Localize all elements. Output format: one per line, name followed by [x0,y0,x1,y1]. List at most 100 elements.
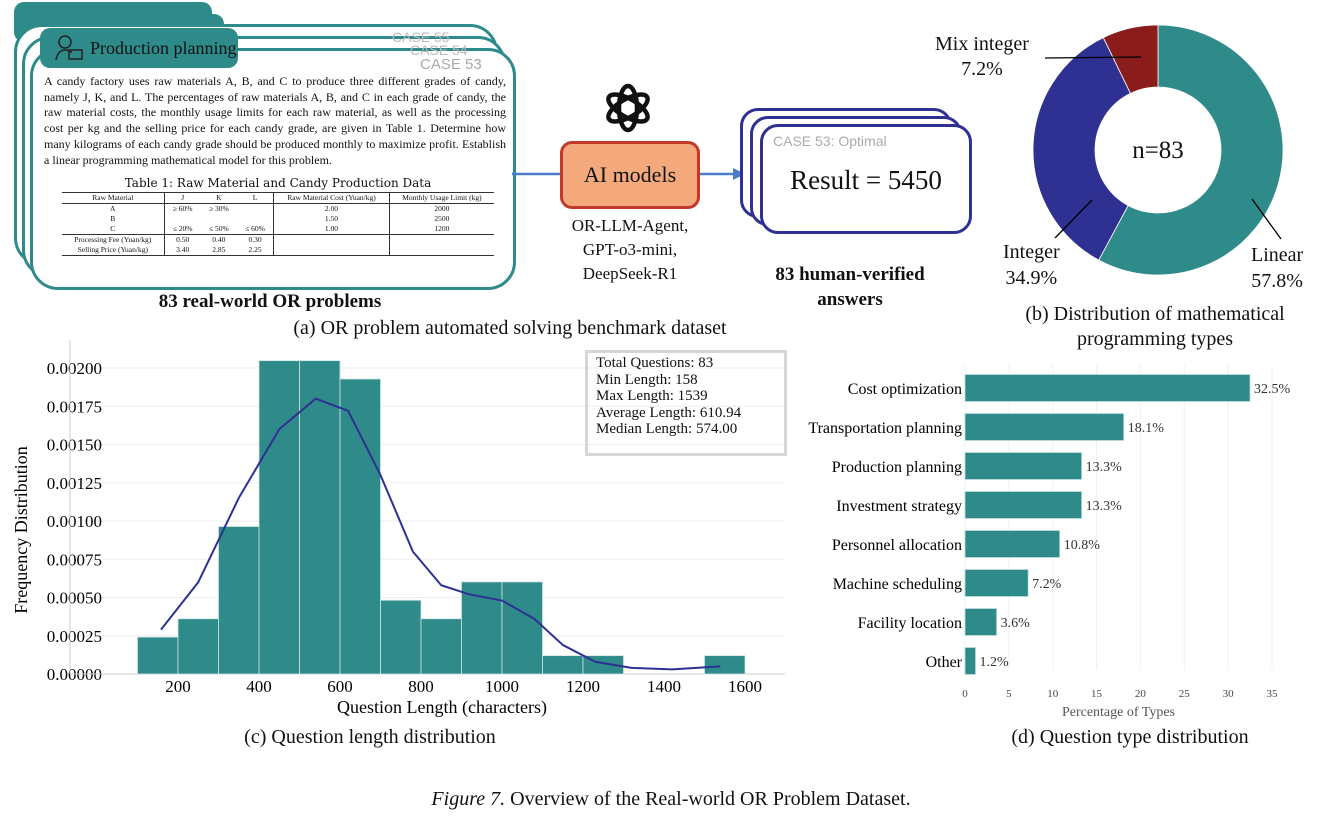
histogram-chart: 0.000000.000250.000500.000750.001000.001… [11,340,785,718]
answers-line: answers [817,289,883,310]
histogram-bar [177,618,219,675]
table-cell: ≤ 20% [163,224,201,235]
slice-name: Mix integer [935,33,1029,55]
legend-linear: Linear 57.8% [1251,242,1303,294]
table-cell [163,214,201,224]
leader-line [1044,56,1142,59]
value-label: 13.3% [1086,499,1123,514]
legend-mix-integer: Mix integer 7.2% [935,32,1029,82]
model-list: OR-LLM-Agent, GPT-o3-mini, DeepSeek-R1 [545,214,715,286]
table-header: J [163,192,201,204]
category-label: Transportation planning [808,420,962,437]
histogram-bar [704,655,746,675]
histogram-bar [137,636,179,675]
table-cell: ≥ 60% [163,203,201,214]
x-tick-label: 25 [1179,688,1191,700]
table-header: L [252,193,258,202]
data-table: Raw Material J K L Raw Material Cost (Yuan/k… [62,192,494,256]
caption-c: (c) Question length distribution [244,726,496,748]
answers-line: 83 human-verified [775,264,925,285]
caption-line: programming types [1076,328,1234,350]
table-header: K [216,193,222,202]
value-label: 32.5% [1254,382,1291,397]
stat-line: Max Length: 1539 [596,388,708,404]
ai-models-box: AI models [560,141,700,209]
x-axis-label: Question Length (characters) [337,697,547,718]
category-label: Investment strategy [836,498,962,515]
table-cell: 1200 [388,224,494,235]
value-label: 7.2% [1032,577,1062,592]
openai-logo-icon [606,83,650,133]
histogram-bar [542,655,584,675]
y-tick-label: 0.00200 [47,359,102,378]
donut-slice [1098,24,1284,276]
slice-pct: 34.9% [1005,267,1058,289]
type-bar [964,491,1083,519]
value-label: 18.1% [1128,421,1165,436]
donut-center-label: n=83 [1132,137,1184,164]
type-bar-chart: 0 5 10 15 20 25 30 35 Cost optimization 32.5% Tran… [808,365,1291,720]
case-label: CASE 55 [392,29,450,45]
x-tick-label: 800 [408,677,434,696]
type-bar [964,608,997,636]
x-tick-label: 30 [1223,688,1235,700]
figure-caption: Figure 7. Overview of the Real-world OR … [0,788,1342,811]
caption-d: (d) Question type distribution [1011,726,1249,748]
donut-slice [1102,24,1159,94]
y-tick-label: 0.00050 [47,589,102,608]
table-cell: 2.85 [212,245,226,254]
type-bar [964,452,1083,480]
table-cell: B [110,214,116,223]
stats-box: Total Questions: 83 Min Length: 158 Max … [585,350,787,456]
histogram-bar [218,526,260,675]
slice-name: Linear [1251,244,1304,266]
table-cell: 0.50 [163,234,201,245]
type-bar [964,530,1061,558]
stat-line: Average Length: 610.94 [596,404,742,421]
table-cell: 0.30 [248,235,262,244]
table-title: Table 1: Raw Material and Candy Producti… [124,176,432,190]
case-label: CASE 54 [410,42,468,58]
table-cell: 3.40 [163,245,201,256]
answers-label: 83 human-verified answers [750,262,950,312]
histogram-bar [420,618,462,675]
x-axis-label: Percentage of Types [1062,705,1175,720]
x-tick-label: 600 [327,677,353,696]
problem-text: A candy factory uses raw materials A, B,… [44,74,506,167]
table-cell: ≤ 50% [208,224,229,233]
caption-b: (b) Distribution of mathematical programm… [990,302,1320,352]
table-cell: ≤ 60% [245,224,265,233]
y-tick-label: 0.00125 [47,474,102,493]
stat-line: Total Questions: 83 [596,355,714,371]
x-tick-label: 1400 [647,677,681,696]
histogram-bar [299,360,341,675]
table-cell: 2500 [388,214,494,224]
caption-a: (a) OR problem automated solving benchma… [293,317,727,339]
table-cell: C [110,224,116,233]
y-tick-label: 0.00075 [47,550,102,569]
leader-line [1251,198,1282,240]
y-tick-label: 0.00175 [47,397,102,416]
type-bar [964,413,1125,441]
value-label: 3.6% [1001,616,1031,631]
x-tick-label: 20 [1135,688,1147,700]
table-cell: 1.50 [273,214,390,224]
type-bar [964,647,976,675]
table-header: Monthly Usage Limit (kg) [388,192,494,204]
table-cell: A [110,204,116,213]
histogram-bar [501,581,543,675]
y-axis-label: Frequency Distribution [11,446,31,613]
leader-line [1054,199,1093,239]
donut-chart [1032,24,1284,276]
value-label: 10.8% [1064,538,1101,553]
table-cell: 2.25 [248,245,262,254]
person-laptop-icon [55,35,83,61]
case-label: CASE 53 [420,56,482,73]
x-tick-label: 10 [1047,688,1059,700]
value-label: 13.3% [1086,460,1123,475]
slice-pct: 57.8% [1251,270,1303,292]
histogram-bar [380,599,422,675]
model-name: OR-LLM-Agent, [571,216,689,235]
x-tick-label: 200 [165,677,191,696]
